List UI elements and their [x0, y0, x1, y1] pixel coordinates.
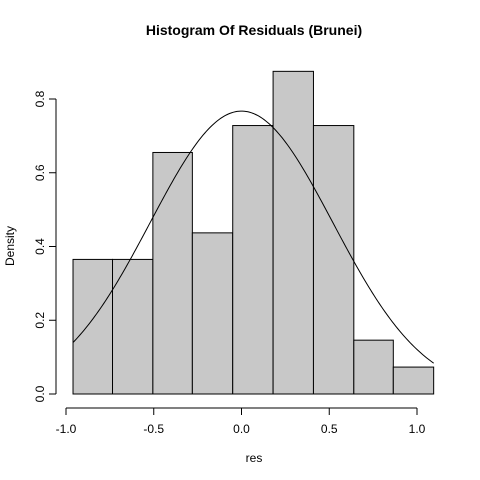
histogram-bar-4 — [191, 232, 234, 395]
histogram-bar-6 — [272, 70, 314, 395]
y-axis-label: Density — [3, 226, 17, 266]
histogram-bar-9 — [392, 366, 435, 395]
y-tick-label: 0.0 — [33, 385, 47, 402]
x-tick-label: -0.5 — [143, 422, 164, 436]
histogram-bar-5 — [232, 125, 274, 395]
x-tick-label: 0.0 — [233, 422, 250, 436]
y-tick-label: 0.4 — [33, 238, 47, 255]
y-tick-label: 0.6 — [33, 164, 47, 181]
x-tick-label: -1.0 — [56, 422, 77, 436]
x-tick-label: 1.0 — [409, 422, 426, 436]
histogram-bar-8 — [353, 339, 394, 395]
density-curve — [72, 110, 434, 364]
histogram-bars — [72, 70, 435, 395]
chart-title: Histogram Of Residuals (Brunei) — [146, 22, 362, 38]
y-tick-label: 0.2 — [33, 312, 47, 329]
y-tick-label: 0.8 — [33, 90, 47, 107]
x-axis-label: res — [246, 451, 263, 465]
y-axis: 0.0 0.2 0.4 0.6 0.8 — [33, 90, 57, 402]
x-axis: -1.0 -0.5 0.0 0.5 1.0 — [56, 407, 426, 436]
histogram-bar-7 — [312, 125, 355, 395]
histogram-bar-2 — [112, 258, 154, 395]
histogram-bar-1 — [72, 258, 114, 395]
histogram-bar-3 — [152, 151, 193, 395]
x-tick-label: 0.5 — [321, 422, 338, 436]
